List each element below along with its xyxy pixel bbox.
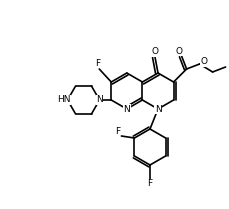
Text: F: F	[115, 127, 120, 136]
Text: F: F	[95, 59, 100, 68]
Text: HN: HN	[57, 96, 70, 104]
Text: N: N	[96, 96, 103, 104]
Text: O: O	[152, 47, 158, 56]
Text: O: O	[175, 46, 182, 56]
Text: N: N	[155, 104, 161, 113]
Text: F: F	[147, 180, 153, 189]
Text: N: N	[123, 104, 130, 113]
Text: O: O	[200, 57, 207, 66]
